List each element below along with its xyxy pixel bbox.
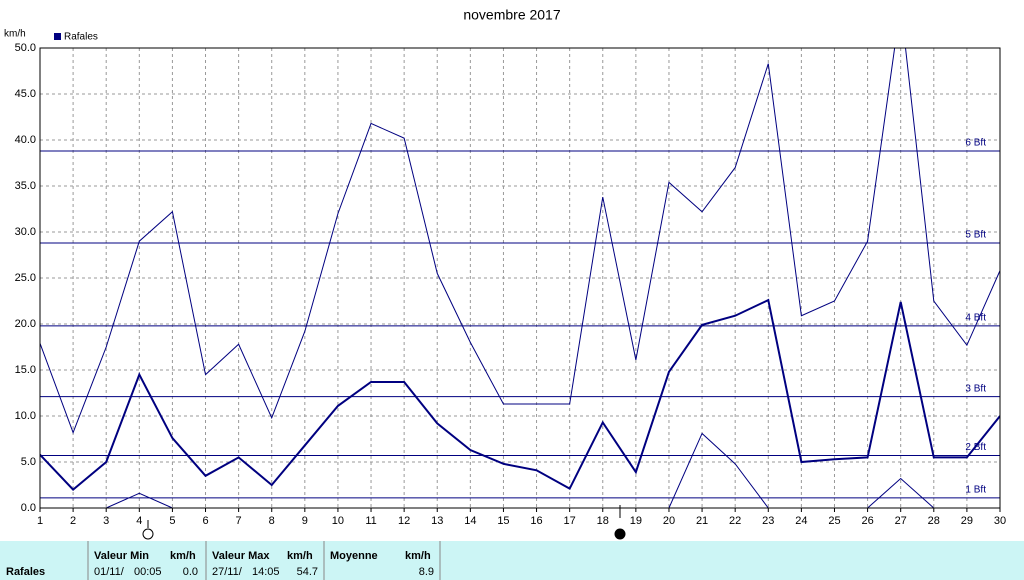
- y-axis-label: km/h: [4, 29, 26, 40]
- x-tick-label: 8: [269, 515, 275, 527]
- x-tick-label: 14: [464, 515, 476, 527]
- x-tick-label: 16: [530, 515, 542, 527]
- y-tick-label: 35.0: [15, 180, 36, 192]
- x-tick-label: 19: [630, 515, 642, 527]
- x-tick-label: 21: [696, 515, 708, 527]
- x-tick-label: 13: [431, 515, 443, 527]
- chart-title: novembre 2017: [463, 7, 561, 23]
- y-tick-label: 25.0: [15, 272, 36, 284]
- max-date: 27/11/: [212, 566, 243, 578]
- x-tick-label: 3: [103, 515, 109, 527]
- x-tick-label: 20: [663, 515, 675, 527]
- y-tick-label: 0.0: [21, 502, 36, 514]
- y-tick-label: 30.0: [15, 226, 36, 238]
- min-date: 01/11/: [94, 566, 125, 578]
- x-tick-label: 9: [302, 515, 308, 527]
- legend-label: Rafales: [64, 32, 98, 43]
- x-tick-label: 30: [994, 515, 1006, 527]
- x-tick-label: 10: [332, 515, 344, 527]
- y-tick-label: 5.0: [21, 456, 36, 468]
- x-tick-label: 7: [236, 515, 242, 527]
- x-tick-label: 27: [895, 515, 907, 527]
- legend-swatch: [54, 33, 61, 40]
- x-tick-label: 6: [202, 515, 208, 527]
- plot-frame: [39, 47, 1001, 509]
- y-tick-label: 45.0: [15, 88, 36, 100]
- x-tick-label: 28: [928, 515, 940, 527]
- y-tick-label: 20.0: [15, 318, 36, 330]
- reference-label: 6 Bft: [965, 138, 986, 149]
- series-line: [40, 298, 1000, 491]
- x-tick-label: 23: [762, 515, 774, 527]
- col-header: Moyenne: [330, 550, 378, 562]
- y-tick-label: 40.0: [15, 134, 36, 146]
- col-unit: km/h: [287, 550, 313, 562]
- max-time: 14:05: [252, 566, 280, 578]
- reference-label: 5 Bft: [965, 230, 986, 241]
- col-header: Valeur Min: [94, 550, 149, 562]
- col-unit: km/h: [170, 550, 196, 562]
- reference-label: 4 Bft: [965, 312, 986, 323]
- x-tick-label: 18: [597, 515, 609, 527]
- min-value: 0.0: [183, 566, 198, 578]
- x-tick-label: 5: [169, 515, 175, 527]
- reference-label: 1 Bft: [965, 485, 986, 496]
- y-tick-label: 15.0: [15, 364, 36, 376]
- mean-value: 8.9: [419, 566, 434, 578]
- x-tick-label: 4: [136, 515, 142, 527]
- x-tick-label: 17: [564, 515, 576, 527]
- x-tick-label: 29: [961, 515, 973, 527]
- series-line: [40, 48, 1000, 434]
- x-tick-label: 26: [861, 515, 873, 527]
- y-tick-label: 50.0: [15, 42, 36, 54]
- x-tick-label: 25: [828, 515, 840, 527]
- col-unit: km/h: [405, 550, 431, 562]
- series-group: [40, 48, 1000, 508]
- col-header: Valeur Max: [212, 550, 270, 562]
- x-tick-label: 2: [70, 515, 76, 527]
- reference-label: 3 Bft: [965, 383, 986, 394]
- x-tick-label: 12: [398, 515, 410, 527]
- series-line: [40, 432, 1000, 508]
- moon-icon: [142, 528, 154, 540]
- min-time: 00:05: [134, 566, 162, 578]
- x-tick-label: 1: [37, 515, 43, 527]
- y-tick-label: 10.0: [15, 410, 36, 422]
- moon-icon: [614, 528, 626, 540]
- x-tick-label: 22: [729, 515, 741, 527]
- x-tick-label: 24: [795, 515, 807, 527]
- x-tick-label: 15: [497, 515, 509, 527]
- summary-label: Rafales: [6, 566, 45, 578]
- x-tick-label: 11: [365, 515, 376, 527]
- summary-panel: Rafales Valeur Min km/h 01/11/ 00:05 0.0…: [0, 541, 1024, 580]
- max-value: 54.7: [297, 566, 318, 578]
- panel-bg: [0, 541, 1024, 580]
